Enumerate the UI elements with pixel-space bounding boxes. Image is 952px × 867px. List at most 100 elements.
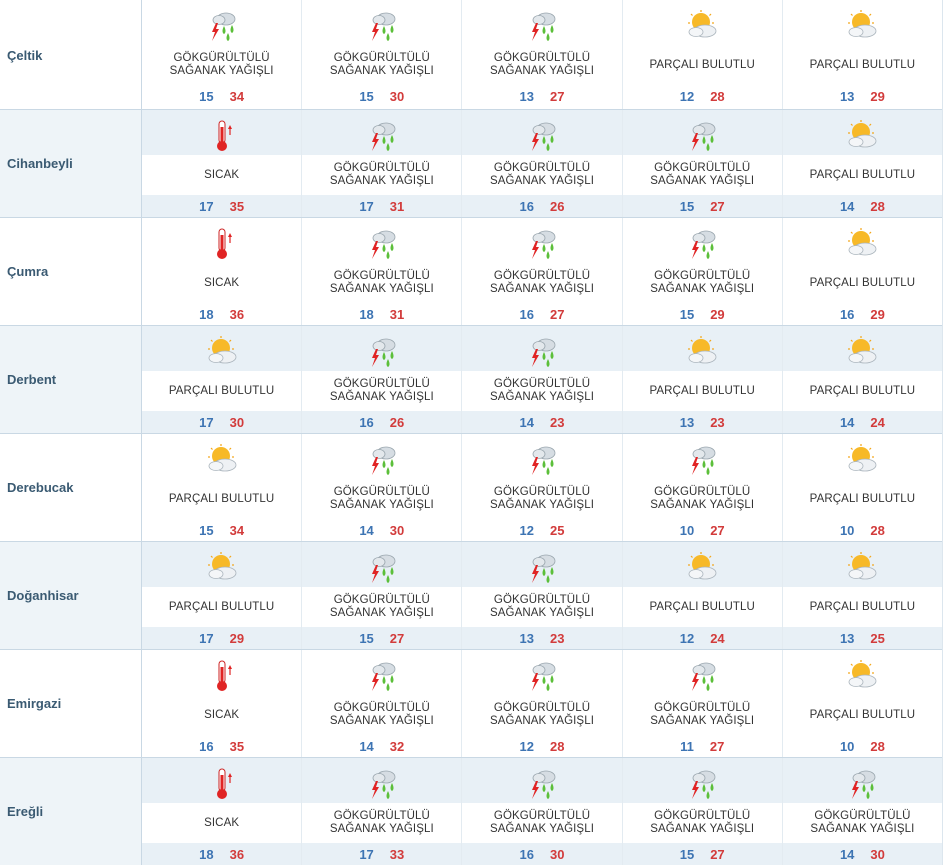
- weather-description: SICAK: [204, 168, 240, 181]
- temperatures: 16 26: [520, 199, 565, 214]
- min-temp: 13: [839, 630, 855, 646]
- weather-description: GÖKGÜRÜLTÜLÜ SAĞANAK YAĞIŞLI: [650, 702, 755, 727]
- desc-band: PARÇALI BULUTLU: [783, 155, 942, 195]
- desc-band: GÖKGÜRÜLTÜLÜ SAĞANAK YAĞIŞLI: [302, 587, 461, 627]
- city-name[interactable]: Çeltik: [0, 0, 142, 109]
- desc-band: GÖKGÜRÜLTÜLÜ SAĞANAK YAĞIŞLI: [462, 155, 621, 195]
- weather-description: SICAK: [204, 816, 240, 829]
- desc-band: GÖKGÜRÜLTÜLÜ SAĞANAK YAĞIŞLI: [622, 263, 782, 303]
- day-cell: PARÇALI BULUTLU 13 23: [622, 326, 783, 433]
- max-temp: 29: [229, 630, 245, 646]
- city-name[interactable]: Ereğli: [0, 758, 142, 865]
- day-cell: GÖKGÜRÜLTÜLÜ SAĞANAK YAĞIŞLI 17 31: [302, 110, 463, 217]
- max-temp: 31: [389, 198, 405, 214]
- weather-description: PARÇALI BULUTLU: [168, 384, 275, 397]
- min-temp: 15: [199, 522, 214, 538]
- temp-band: 18 31: [302, 303, 462, 325]
- max-temp: 27: [709, 738, 725, 754]
- forecast-row: Doğanhisar PARÇALI BULUTLU 17 29 GÖKGÜRÜLT…: [0, 542, 943, 650]
- city-name[interactable]: Derebucak: [0, 434, 142, 541]
- temp-band: 16 35: [142, 735, 302, 757]
- icon-band: [462, 542, 622, 587]
- min-temp: 12: [519, 738, 534, 754]
- icon-band: [622, 758, 782, 803]
- temperatures: 10 27: [680, 523, 725, 538]
- partly-cloudy-icon: [848, 444, 877, 472]
- partly-cloudy-icon: [848, 228, 877, 256]
- weather-description: GÖKGÜRÜLTÜLÜ SAĞANAK YAĞIŞLI: [329, 702, 434, 727]
- icon-band: [142, 758, 302, 803]
- min-temp: 14: [359, 522, 374, 538]
- min-temp: 11: [680, 738, 694, 754]
- icon-band: [302, 218, 462, 263]
- icon-band: [782, 218, 943, 263]
- day-cell: GÖKGÜRÜLTÜLÜ SAĞANAK YAĞIŞLI 12 28: [462, 650, 623, 757]
- temperatures: 14 30: [840, 847, 885, 862]
- city-name[interactable]: Derbent: [0, 326, 142, 433]
- weather-description: GÖKGÜRÜLTÜLÜ SAĞANAK YAĞIŞLI: [650, 810, 755, 835]
- temp-band: 15 34: [142, 519, 302, 541]
- desc-band: SICAK: [142, 155, 301, 195]
- desc-band: PARÇALI BULUTLU: [623, 371, 782, 411]
- thunderstorm-icon: [532, 230, 556, 259]
- icon-band: [462, 434, 622, 479]
- icon-band: [142, 326, 302, 371]
- thunderstorm-icon: [532, 770, 556, 799]
- day-cell: PARÇALI BULUTLU 10 28: [782, 650, 943, 757]
- icon-band: [302, 434, 462, 479]
- icon-band: [782, 326, 943, 371]
- day-cell: GÖKGÜRÜLTÜLÜ SAĞANAK YAĞIŞLI 16 30: [462, 758, 623, 865]
- max-temp: 36: [229, 846, 245, 862]
- day-cell: PARÇALI BULUTLU 17 30: [142, 326, 303, 433]
- temp-band: 13 27: [462, 85, 622, 107]
- desc-band: SICAK: [142, 263, 302, 303]
- icon-band: [622, 326, 782, 371]
- day-cell: GÖKGÜRÜLTÜLÜ SAĞANAK YAĞIŞLI 17 33: [302, 758, 463, 865]
- icon-band: [302, 0, 462, 45]
- min-temp: 14: [839, 198, 855, 214]
- day-cell: GÖKGÜRÜLTÜLÜ SAĞANAK YAĞIŞLI 14 23: [462, 326, 623, 433]
- weather-description: GÖKGÜRÜLTÜLÜ SAĞANAK YAĞIŞLI: [329, 594, 434, 619]
- partly-cloudy-icon: [848, 120, 877, 148]
- city-name[interactable]: Cihanbeyli: [0, 110, 142, 217]
- weather-description: GÖKGÜRÜLTÜLÜ SAĞANAK YAĞIŞLI: [490, 594, 594, 619]
- forecast-row: Emirgazi SICAK 16 35 GÖKGÜRÜLTÜLÜ SAĞANAK …: [0, 650, 943, 758]
- partly-cloudy-icon: [688, 336, 717, 364]
- day-cell: PARÇALI BULUTLU 10 28: [782, 434, 943, 541]
- temperatures: 17 33: [359, 847, 404, 862]
- day-cell: GÖKGÜRÜLTÜLÜ SAĞANAK YAĞIŞLI 15 29: [622, 218, 783, 325]
- max-temp: 35: [229, 198, 245, 214]
- city-name[interactable]: Emirgazi: [0, 650, 142, 757]
- desc-band: GÖKGÜRÜLTÜLÜ SAĞANAK YAĞIŞLI: [783, 803, 942, 843]
- thunderstorm-icon: [371, 230, 396, 259]
- icon-band: [782, 758, 943, 803]
- max-temp: 24: [710, 630, 725, 646]
- thunderstorm-icon: [371, 662, 396, 691]
- desc-band: PARÇALI BULUTLU: [782, 695, 943, 735]
- city-name[interactable]: Doğanhisar: [0, 542, 142, 649]
- max-temp: 27: [710, 522, 725, 538]
- desc-band: SICAK: [142, 803, 301, 843]
- max-temp: 28: [870, 522, 885, 538]
- icon-band: [622, 542, 782, 587]
- desc-band: PARÇALI BULUTLU: [142, 587, 301, 627]
- min-temp: 16: [359, 414, 374, 430]
- max-temp: 27: [550, 88, 565, 104]
- max-temp: 29: [710, 306, 725, 322]
- desc-band: PARÇALI BULUTLU: [782, 479, 943, 519]
- city-name[interactable]: Çumra: [0, 218, 142, 325]
- temp-band: 14 28: [782, 195, 943, 217]
- desc-band: PARÇALI BULUTLU: [622, 45, 782, 85]
- icon-band: [782, 650, 943, 695]
- temperatures: 13 27: [520, 89, 565, 104]
- desc-band: GÖKGÜRÜLTÜLÜ SAĞANAK YAĞIŞLI: [142, 45, 302, 85]
- min-temp: 15: [199, 88, 214, 104]
- desc-band: GÖKGÜRÜLTÜLÜ SAĞANAK YAĞIŞLI: [622, 695, 782, 735]
- max-temp: 32: [389, 738, 405, 754]
- thunderstorm-icon: [532, 338, 556, 367]
- min-temp: 17: [199, 630, 214, 646]
- max-temp: 23: [550, 414, 565, 430]
- temp-band: 14 23: [462, 411, 622, 433]
- weather-description: PARÇALI BULUTLU: [649, 384, 755, 397]
